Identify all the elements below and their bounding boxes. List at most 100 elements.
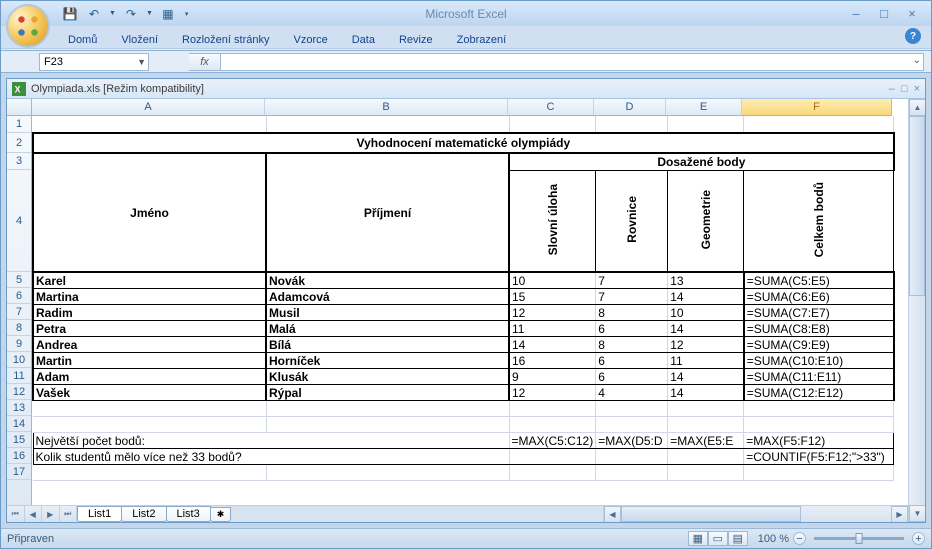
vscroll-down-button[interactable]: ▼ [909,505,925,522]
fx-button[interactable]: fx [189,53,221,71]
cell[interactable] [596,116,668,133]
hscroll-left-button[interactable]: ◀ [604,506,621,522]
cell[interactable]: 10 [509,272,596,288]
row-header-8[interactable]: 8 [7,320,31,336]
cell[interactable] [33,116,266,133]
cell[interactable]: Největší počet bodů: [33,432,509,448]
cell[interactable]: =SUMA(C12:E12) [744,384,894,400]
name-box-dropdown-icon[interactable]: ▼ [137,57,146,67]
view-pagebreak-button[interactable]: ▤ [728,531,748,546]
tab-pagelayout[interactable]: Rozložení stránky [170,31,281,48]
hscroll-right-button[interactable]: ▶ [891,506,908,522]
cell[interactable]: 6 [596,320,668,336]
cell[interactable]: Radim [33,304,266,320]
cell[interactable]: =COUNTIF(F5:F12;">33") [744,448,894,464]
cell[interactable]: 12 [509,384,596,400]
tab-review[interactable]: Revize [387,31,445,48]
redo-icon[interactable]: ↷ [122,5,140,23]
cell[interactable]: Vašek [33,384,266,400]
workbook-titlebar[interactable]: X Olympiada.xls [Režim kompatibility] – … [7,79,925,99]
cell[interactable]: 4 [596,384,668,400]
row-header-11[interactable]: 11 [7,368,31,384]
cell[interactable] [266,400,509,416]
col-header-A[interactable]: A [32,99,265,115]
cell[interactable] [33,464,266,480]
cell[interactable]: =SUMA(C10:E10) [744,352,894,368]
cell[interactable]: =MAX(E5:E [668,432,744,448]
cell[interactable]: Adamcová [266,288,509,304]
row-header-14[interactable]: 14 [7,416,31,432]
cell[interactable]: Malá [266,320,509,336]
view-pagelayout-button[interactable]: ▭ [708,531,728,546]
col-header-E[interactable]: E [666,99,742,115]
cell[interactable]: 6 [596,368,668,384]
tab-prev-button[interactable]: ◀ [25,506,43,522]
close-button[interactable]: × [901,6,923,22]
cell[interactable]: Bílá [266,336,509,352]
row-header-4[interactable]: 4 [7,170,31,272]
cell[interactable]: =SUMA(C9:E9) [744,336,894,352]
tab-data[interactable]: Data [340,31,387,48]
cell[interactable] [266,416,509,432]
cell[interactable] [744,416,894,432]
cell[interactable]: Karel [33,272,266,288]
cell[interactable] [668,448,744,464]
cell[interactable] [668,464,744,480]
zoom-label[interactable]: 100 % [758,533,789,545]
cell[interactable]: Geometrie [668,170,744,272]
cell[interactable]: 15 [509,288,596,304]
tab-formulas[interactable]: Vzorce [281,31,339,48]
cell[interactable] [668,116,744,133]
col-header-B[interactable]: B [265,99,508,115]
cell[interactable] [509,116,596,133]
cell[interactable]: 14 [668,368,744,384]
cell[interactable]: 10 [668,304,744,320]
row-header-9[interactable]: 9 [7,336,31,352]
zoom-in-button[interactable]: + [912,532,925,545]
row-header-7[interactable]: 7 [7,304,31,320]
row-header-15[interactable]: 15 [7,432,31,448]
cell[interactable]: Rovnice [596,170,668,272]
cell[interactable] [744,116,894,133]
help-button[interactable]: ? [905,28,921,44]
cell[interactable]: =SUMA(C6:E6) [744,288,894,304]
cell[interactable]: 14 [509,336,596,352]
cell[interactable]: 11 [509,320,596,336]
new-sheet-button[interactable]: ✱ [210,507,232,522]
cell[interactable]: Horníček [266,352,509,368]
wb-maximize-button[interactable]: □ [901,83,908,95]
cell[interactable] [596,416,668,432]
row-header-13[interactable]: 13 [7,400,31,416]
undo-icon[interactable]: ↶ [85,5,103,23]
cell[interactable] [509,464,596,480]
cell[interactable]: 7 [596,272,668,288]
cell[interactable]: Andrea [33,336,266,352]
save-icon[interactable]: 💾 [61,5,79,23]
cell[interactable] [266,116,509,133]
wb-minimize-button[interactable]: – [889,83,895,95]
cell[interactable]: Rýpal [266,384,509,400]
vscroll-thumb[interactable] [909,116,925,296]
cell[interactable] [744,400,894,416]
cell[interactable]: =SUMA(C11:E11) [744,368,894,384]
name-box[interactable]: F23 ▼ [39,53,149,71]
cell[interactable]: Příjmení [266,153,509,272]
minimize-button[interactable]: – [845,6,867,22]
cell[interactable]: Slovní úloha [509,170,596,272]
tab-insert[interactable]: Vložení [109,31,170,48]
cell[interactable] [266,464,509,480]
maximize-button[interactable]: □ [873,6,895,22]
cell[interactable] [596,400,668,416]
cell[interactable]: 8 [596,336,668,352]
cell[interactable] [33,416,266,432]
tab-home[interactable]: Domů [56,31,109,48]
cell[interactable]: Adam [33,368,266,384]
cell[interactable] [596,448,668,464]
row-header-16[interactable]: 16 [7,448,31,464]
cell[interactable]: 8 [596,304,668,320]
tab-view[interactable]: Zobrazení [445,31,519,48]
formula-input[interactable]: ⌄ [221,53,924,71]
cell[interactable]: Petra [33,320,266,336]
row-header-17[interactable]: 17 [7,464,31,480]
tab-first-button[interactable]: ⏮ [7,506,25,522]
